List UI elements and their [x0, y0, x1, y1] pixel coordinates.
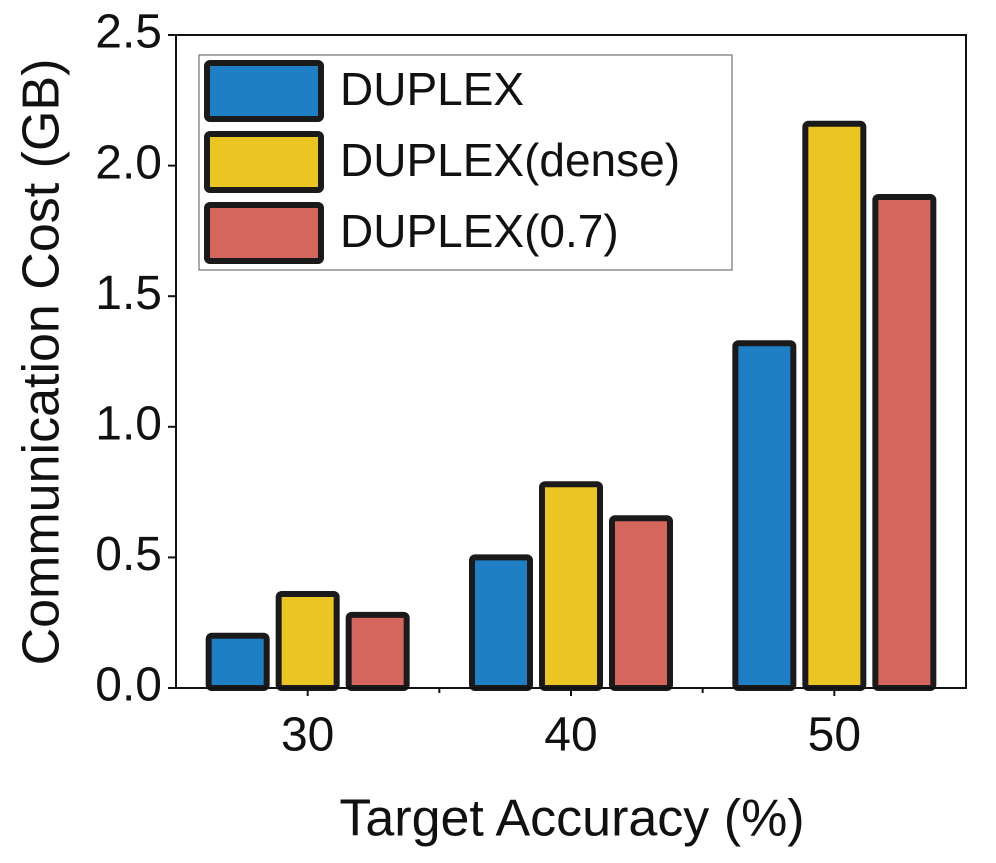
bar: [345, 611, 410, 692]
bar: [205, 632, 270, 692]
legend-swatch: [204, 131, 324, 193]
x-tick-label: 50: [808, 709, 861, 762]
y-tick-label: 0.0: [95, 659, 162, 712]
bar: [275, 590, 340, 692]
legend-swatch: [204, 60, 324, 122]
x-axis-label: Target Accuracy (%): [339, 790, 804, 848]
legend-label: DUPLEX(0.7): [340, 205, 619, 257]
bar: [802, 120, 867, 692]
y-tick-label: 2.0: [95, 136, 162, 189]
legend-label: DUPLEX(dense): [340, 134, 680, 186]
legend-label: DUPLEX: [340, 63, 524, 115]
legend-swatch: [204, 202, 324, 264]
y-axis-label: Communication Cost (GB): [13, 59, 71, 666]
y-tick-label: 1.5: [95, 267, 162, 320]
x-tick-label: 30: [281, 709, 334, 762]
bar: [872, 193, 937, 691]
y-tick-label: 1.0: [95, 397, 162, 450]
bar: [469, 554, 533, 692]
y-tick-label: 0.5: [95, 528, 162, 581]
bar: [539, 481, 603, 691]
y-tick-label: 2.5: [95, 6, 162, 59]
bar: [609, 515, 673, 691]
bar: [732, 340, 797, 691]
plot-frame: [175, 34, 967, 689]
x-tick-label: 40: [544, 709, 597, 762]
